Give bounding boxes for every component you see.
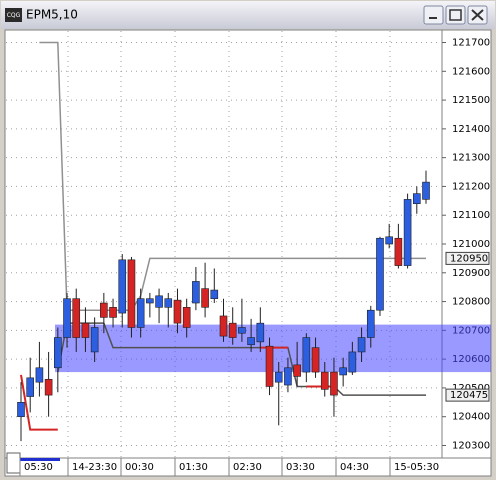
candle-body (146, 298, 154, 304)
candle-body (182, 307, 191, 328)
x-tick-label: 00:30 (125, 462, 154, 473)
candle-body (403, 199, 412, 266)
candle-body (330, 371, 338, 396)
x-tick-label: 04:30 (340, 462, 369, 473)
x-tick-label: 14-23:30 (72, 462, 117, 473)
y-tick-label: 121500 (452, 95, 490, 106)
candle-body (265, 345, 274, 387)
candle-body (90, 327, 99, 353)
y-tick-label: 120400 (452, 412, 490, 423)
candle-body (238, 327, 246, 334)
time-range-indicator (20, 458, 60, 461)
title-bar (1, 1, 495, 29)
x-tick-label: 15-05:30 (394, 462, 439, 473)
candle-body (155, 295, 163, 308)
candle-body (422, 181, 430, 200)
candle-body (219, 315, 228, 337)
app-icon (5, 8, 22, 22)
candle-body (293, 364, 301, 377)
window-title: EPM5,10 (26, 8, 78, 22)
candle-body (247, 337, 255, 346)
candle-body (118, 259, 127, 314)
candle-body (109, 307, 117, 318)
candle-body (412, 193, 421, 205)
y-tick-label: 121000 (452, 239, 490, 250)
candle-body (81, 322, 90, 338)
y-tick-label: 120900 (452, 268, 490, 279)
candle-body (302, 337, 311, 373)
candle-body (192, 281, 200, 304)
candle-body (136, 298, 145, 328)
minimize-button[interactable] (423, 5, 444, 25)
maximize-button[interactable] (445, 5, 466, 25)
candle-body (357, 337, 366, 353)
y-tick-label: 121400 (452, 124, 490, 135)
candle-body (256, 322, 265, 343)
candle-body (35, 367, 44, 383)
price-marker-label: 120475 (450, 390, 488, 401)
y-tick-label: 121300 (452, 153, 490, 164)
x-tick-label: 03:30 (286, 462, 315, 473)
x-tick-label: 05:30 (24, 462, 53, 473)
scroll-thumb[interactable] (6, 452, 21, 474)
y-tick-label: 120500 (452, 383, 490, 394)
y-tick-label: 121100 (452, 210, 490, 221)
candle-body (274, 371, 283, 383)
candle-body (63, 298, 71, 338)
candle-body (339, 367, 347, 376)
indicator-line (20, 374, 58, 431)
x-tick-label: 01:30 (179, 462, 208, 473)
candle-body (320, 371, 329, 390)
candle-body (394, 237, 403, 266)
candle-body (72, 298, 81, 338)
candle-body (17, 402, 25, 418)
candle-body (54, 337, 62, 369)
y-tick-label: 121600 (452, 66, 490, 77)
y-tick-label: 120300 (452, 440, 490, 451)
candle-body (385, 236, 393, 245)
candle-body (348, 351, 357, 373)
candle-body (284, 367, 292, 386)
candle-body (210, 289, 219, 299)
candle-body (201, 288, 209, 308)
y-tick-label: 120800 (452, 297, 490, 308)
y-tick-label: 121200 (452, 181, 490, 192)
price-marker-box (445, 251, 490, 265)
chart-area (4, 29, 492, 477)
candle-body (100, 302, 108, 318)
icon-text: CQG (7, 12, 21, 19)
close-button[interactable] (467, 5, 488, 25)
price-marker-box (445, 388, 490, 402)
price-marker-label: 120950 (450, 253, 488, 264)
candle-body (228, 322, 237, 338)
x-tick-label: 02:30 (233, 462, 262, 473)
candle-body (173, 299, 182, 324)
candle-body (127, 259, 136, 328)
candle-body (26, 377, 35, 397)
candle-body (44, 378, 53, 396)
candle-body (164, 298, 173, 308)
indicator-line (57, 322, 426, 396)
y-tick-label: 121700 (452, 38, 490, 49)
candle-body (366, 309, 375, 338)
candle-body (311, 347, 320, 373)
candle-body (376, 237, 384, 311)
